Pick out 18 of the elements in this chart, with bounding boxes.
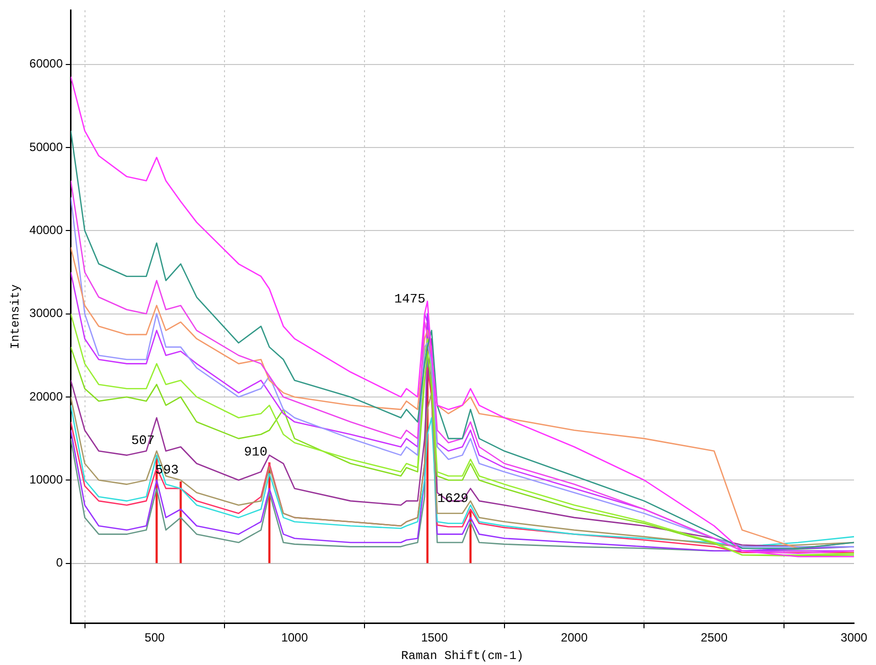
y-tick-label: 30000	[29, 306, 64, 320]
bar	[180, 481, 182, 564]
y-tick-label: 0	[56, 556, 64, 570]
y-tick-label: 20000	[29, 389, 64, 404]
annotation: 910	[244, 444, 268, 460]
x-tick-label: 2000	[560, 630, 588, 645]
x-tick-label: 2500	[700, 630, 728, 645]
x-tick-label: 1500	[421, 630, 448, 645]
x-tick-label: 1000	[281, 630, 308, 645]
y-tick-label: 40000	[29, 222, 64, 237]
y-tick-label: 50000	[29, 140, 64, 154]
x-axis-title: Raman Shift(cm-1)	[401, 648, 524, 663]
annotation: 1475	[394, 291, 426, 306]
x-tick-label: 500	[144, 630, 166, 645]
y-tick-label: 60000	[29, 56, 64, 71]
x-tick-label: 3000	[840, 630, 868, 645]
y-tick-label: 10000	[29, 472, 64, 486]
y-axis-title: Intensity	[8, 284, 22, 350]
